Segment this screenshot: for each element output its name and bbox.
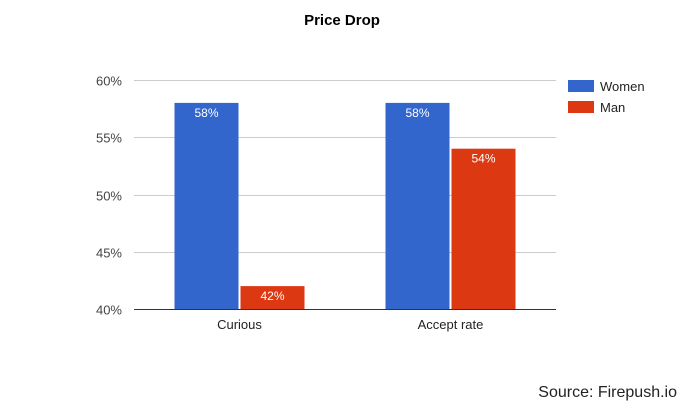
bar-women-accept-rate — [385, 102, 450, 310]
y-tick-label: 55% — [96, 131, 122, 146]
y-tick-label: 60% — [96, 74, 122, 89]
data-label: 42% — [260, 289, 284, 303]
chart-title: Price Drop — [304, 12, 380, 29]
axis-labels: 40% 45% 50% 55% 60% Curious Accept rate — [96, 74, 483, 333]
bars — [174, 102, 516, 310]
y-tick-label: 40% — [96, 303, 122, 318]
legend-label-man: Man — [600, 100, 625, 115]
legend-swatch-man — [568, 101, 594, 113]
data-label: 54% — [471, 152, 495, 166]
legend: Women Man — [568, 79, 645, 115]
legend-swatch-women — [568, 80, 594, 92]
value-labels: 58% 42% 58% 54% — [194, 106, 495, 303]
x-category-label: Curious — [217, 317, 262, 332]
x-category-label: Accept rate — [418, 317, 484, 332]
source-note: Source: Firepush.io — [538, 384, 677, 401]
y-tick-label: 50% — [96, 189, 122, 204]
legend-label-women: Women — [600, 79, 645, 94]
bar-man-accept-rate — [451, 148, 516, 309]
data-label: 58% — [405, 106, 429, 120]
data-label: 58% — [194, 106, 218, 120]
y-tick-label: 45% — [96, 246, 122, 261]
bar-man-curious — [240, 286, 305, 309]
bar-women-curious — [174, 102, 239, 310]
